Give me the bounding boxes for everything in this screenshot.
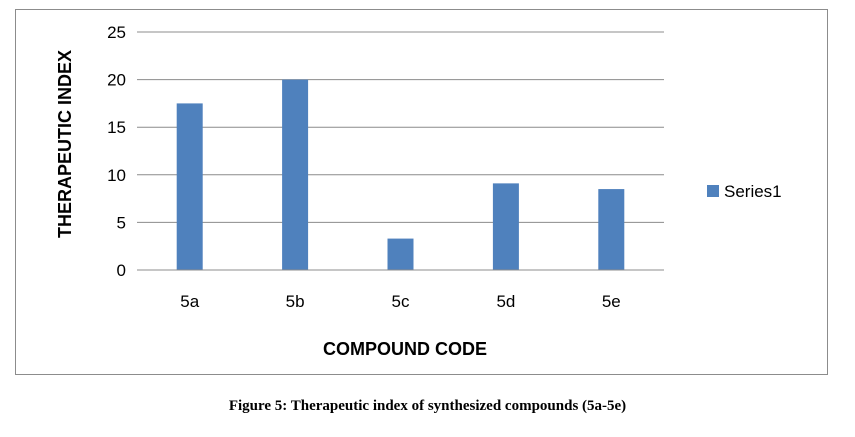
bar-5e (598, 189, 625, 270)
legend: Series1 (707, 182, 782, 201)
gridlines (137, 31, 664, 223)
bar-5c (387, 238, 414, 270)
bars (176, 79, 625, 271)
x-tick-label: 5b (286, 292, 305, 311)
bar-5d (492, 183, 519, 270)
y-tick-label: 0 (117, 261, 126, 280)
bar-5b (282, 79, 309, 270)
legend-label: Series1 (724, 182, 782, 201)
y-tick-label: 15 (107, 118, 126, 137)
figure-caption: Figure 5: Therapeutic index of synthesiz… (228, 398, 627, 414)
y-tick-labels: 0 5 10 15 20 25 (107, 23, 126, 280)
x-tick-labels: 5a 5b 5c 5d 5e (180, 292, 621, 311)
x-tick-label: 5c (392, 292, 410, 311)
x-tick-label: 5d (496, 292, 515, 311)
chart-frame: 0 5 10 15 20 25 5a 5b 5c 5d 5e COMPOUND CODE THER… (15, 9, 828, 375)
legend-swatch (707, 185, 719, 197)
x-tick-label: 5e (602, 292, 621, 311)
bar-5a (176, 103, 203, 271)
y-tick-label: 20 (107, 71, 126, 90)
bar-chart: 0 5 10 15 20 25 5a 5b 5c 5d 5e COMPOUND CODE THER… (55, 23, 782, 359)
y-tick-label: 25 (107, 23, 126, 42)
y-tick-label: 10 (107, 166, 126, 185)
x-axis-label: COMPOUND CODE (323, 339, 487, 359)
y-tick-label: 5 (117, 213, 126, 232)
y-axis-label: THERAPEUTIC INDEX (55, 50, 75, 238)
x-tick-label: 5a (180, 292, 199, 311)
